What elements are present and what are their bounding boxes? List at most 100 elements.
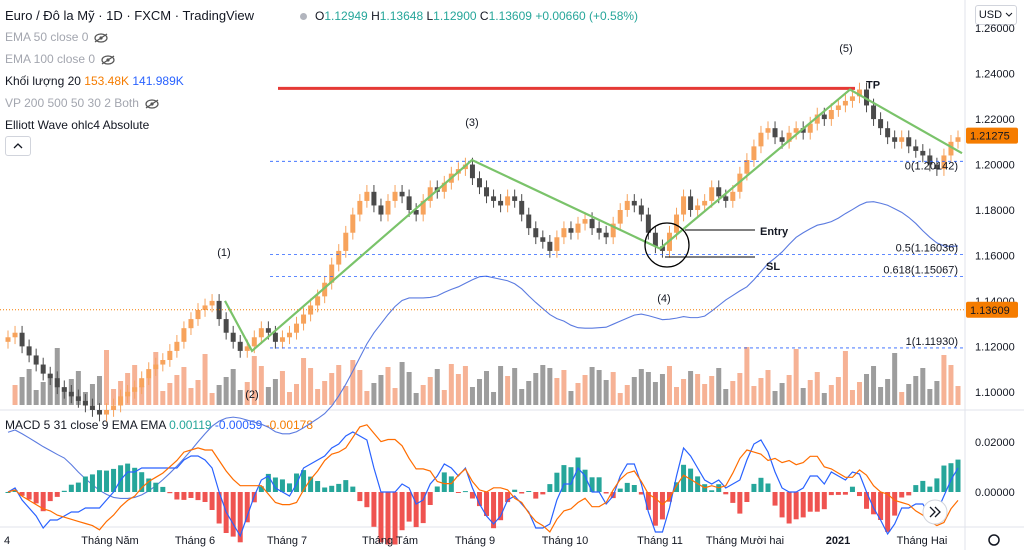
candle-body	[702, 200, 708, 206]
hidden-eye-icon[interactable]	[101, 55, 115, 65]
volume-bar	[878, 387, 884, 405]
volume-legend[interactable]: Khối lượng 20 153.48K 141.989K	[5, 74, 184, 88]
volume-bar	[230, 369, 236, 405]
volume-bar	[26, 369, 32, 405]
volume-bar	[842, 351, 848, 405]
macd-histogram-bar	[561, 465, 567, 492]
volume-bar	[568, 391, 574, 405]
macd-histogram-bar	[955, 459, 961, 492]
macd-histogram-bar	[730, 492, 736, 503]
volume-bar	[716, 368, 722, 405]
candle-body	[554, 237, 560, 251]
macd-histogram-bar	[659, 492, 665, 520]
candle-body	[920, 150, 926, 156]
candle-body	[526, 214, 532, 229]
elliott-wave-line	[224, 88, 963, 353]
volume-bar	[406, 372, 412, 405]
candle-body	[835, 105, 841, 110]
macd-histogram-bar	[941, 465, 947, 492]
volume-bar	[237, 390, 243, 405]
volume-bar	[357, 370, 363, 405]
currency-button[interactable]: USD	[975, 5, 1017, 25]
macd-histogram-bar	[209, 492, 215, 510]
hidden-eye-icon[interactable]	[145, 99, 159, 109]
candle-body	[96, 410, 102, 415]
price-tick-label: 1.18000	[975, 205, 1015, 217]
volume-bar	[695, 374, 701, 405]
signal-line	[7, 424, 959, 533]
volume-bar	[948, 365, 954, 405]
candle-body	[54, 378, 60, 388]
volume-bar	[540, 365, 546, 405]
candle-body	[631, 200, 637, 206]
collapse-legend-button[interactable]	[5, 136, 31, 156]
symbol-title[interactable]: Euro / Đô la Mỹ · 1D · FXCM · TradingVie…	[5, 8, 254, 23]
candle-body	[596, 228, 602, 233]
volume-bar	[343, 386, 349, 405]
macd-histogram-bar	[744, 492, 750, 502]
candle-body	[533, 228, 539, 238]
macd-legend[interactable]: MACD 5 31 close 9 EMA EMA 0.00119 -0.000…	[5, 418, 314, 432]
volume-bar	[659, 374, 665, 405]
macd-histogram-bar	[272, 477, 278, 492]
volume-bar	[160, 391, 166, 405]
entry-label: Entry	[760, 226, 789, 238]
macd-histogram-bar	[75, 482, 81, 492]
ema100-legend[interactable]: EMA 100 close 0	[5, 52, 115, 66]
macd-histogram-bar	[533, 492, 539, 499]
time-tick-label: Tháng 10	[542, 535, 588, 547]
elliott-legend[interactable]: Elliott Wave ohlc4 Absolute	[5, 118, 150, 132]
ema50-legend[interactable]: EMA 50 close 0	[5, 30, 108, 44]
macd-histogram-bar	[104, 470, 110, 492]
price-tick-label: 1.26000	[975, 23, 1015, 35]
candle-body	[582, 219, 588, 224]
macd-histogram-bar	[82, 476, 88, 492]
candle-body	[33, 355, 39, 365]
macd-histogram-bar	[906, 492, 912, 496]
price-tag	[966, 301, 1018, 318]
macd-histogram-bar	[934, 478, 940, 492]
volume-bar	[19, 377, 25, 405]
hidden-eye-icon[interactable]	[94, 33, 108, 43]
macd-histogram-bar	[188, 492, 194, 498]
volume-bar	[561, 370, 567, 405]
volume-bar	[927, 389, 933, 405]
volume-bar	[146, 378, 152, 405]
time-tick-label: Tháng Tám	[362, 535, 418, 547]
candle-body	[47, 373, 53, 379]
macd-histogram-bar	[385, 492, 391, 545]
candle-body	[371, 191, 377, 206]
candle-body	[624, 200, 630, 210]
volume-bar	[652, 382, 658, 405]
volume-bar	[814, 372, 820, 405]
candle-body	[786, 132, 792, 142]
candle-body	[336, 250, 342, 265]
volume-bar	[491, 392, 497, 405]
wave-label: (1)	[217, 247, 230, 259]
candle-body	[167, 350, 173, 360]
gear-icon[interactable]	[988, 534, 1000, 546]
candle-body	[5, 337, 11, 342]
price-tag-label: 1.21275	[970, 131, 1010, 143]
candle-body	[315, 296, 321, 306]
macd-histogram-bar	[12, 490, 18, 492]
candle-body	[927, 155, 933, 165]
ohlc-readout: O1.12949 H1.13648 L1.12900 C1.13609 +0.0…	[300, 9, 638, 23]
macd-histogram-bar	[554, 472, 560, 492]
candle-body	[674, 214, 680, 233]
volume-bar	[286, 392, 292, 405]
macd-histogram-bar	[315, 481, 321, 492]
macd-histogram-bar	[371, 492, 377, 527]
macd-histogram-bar	[828, 492, 834, 496]
macd-histogram-bar	[800, 492, 806, 518]
macd-histogram-bar	[308, 476, 314, 492]
candle-body	[913, 146, 919, 151]
volume-bar	[434, 369, 440, 405]
candle-body	[195, 310, 201, 320]
candle-body	[589, 219, 595, 229]
volume-bar	[399, 362, 405, 405]
vp-legend[interactable]: VP 200 500 50 30 2 Both	[5, 96, 159, 110]
macd-histogram-bar	[547, 484, 553, 492]
candle-body	[294, 323, 300, 333]
